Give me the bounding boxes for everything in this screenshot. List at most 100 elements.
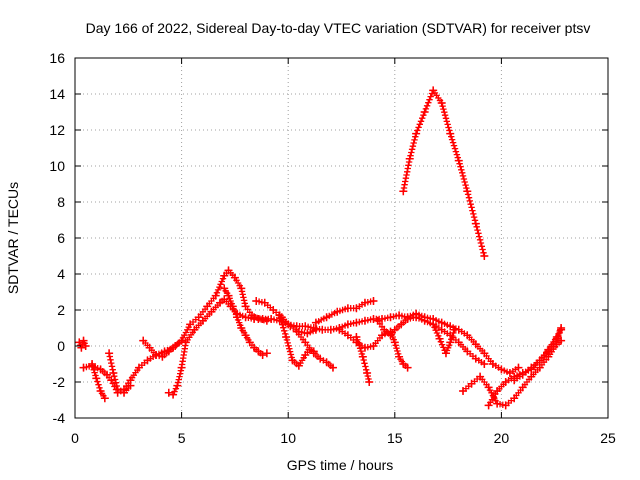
data-point (316, 354, 325, 363)
data-point (395, 352, 404, 361)
data-point (164, 347, 173, 356)
series-arc-13 (335, 325, 412, 372)
data-point (194, 313, 203, 322)
data-point (177, 363, 186, 372)
data-point (557, 325, 566, 334)
data-point (459, 387, 468, 395)
data-point (501, 401, 510, 410)
data-point (390, 325, 399, 334)
data-point (514, 363, 523, 372)
data-point (360, 298, 369, 307)
data-point (292, 327, 301, 336)
data-point (301, 338, 310, 347)
data-point (190, 325, 199, 334)
data-point (96, 365, 105, 374)
grid (75, 58, 608, 418)
data-point (134, 363, 143, 372)
data-point (220, 271, 229, 280)
chart-title: Day 166 of 2022, Sidereal Day-to-day VTE… (86, 20, 591, 36)
series-arc-05 (139, 336, 186, 361)
data-point (386, 331, 395, 340)
data-point (224, 291, 233, 300)
data-point (363, 369, 372, 377)
series-arc-01 (75, 336, 90, 352)
data-point (480, 349, 489, 358)
data-point (527, 363, 536, 372)
data-point (224, 266, 233, 275)
data-point (109, 369, 118, 377)
data-point (282, 333, 291, 341)
data-point (102, 370, 111, 379)
data-point (386, 313, 395, 322)
y-tick-label: -4 (53, 410, 66, 426)
series-arc-03 (88, 360, 109, 403)
data-point (164, 388, 173, 397)
data-point (535, 363, 544, 372)
data-point (77, 343, 86, 352)
data-point (497, 365, 506, 374)
data-point (399, 360, 408, 368)
data-point (463, 187, 472, 196)
series-arc-16 (429, 320, 459, 358)
data-point (267, 315, 276, 323)
data-point (186, 320, 195, 329)
series-arc-04 (105, 349, 135, 397)
data-point (322, 358, 331, 367)
y-tick-label: 0 (57, 338, 65, 354)
data-point (352, 333, 361, 341)
data-point (335, 325, 344, 334)
data-point (480, 252, 489, 260)
data-point (369, 297, 378, 305)
data-point (446, 129, 455, 138)
data-point (75, 338, 84, 347)
data-point (544, 347, 553, 356)
data-point (437, 325, 446, 334)
data-point (241, 313, 250, 322)
data-point (535, 356, 544, 365)
data-point (505, 369, 514, 377)
data-point (322, 313, 331, 322)
data-point (471, 340, 480, 349)
y-tick-label: 14 (49, 86, 65, 102)
data-point (476, 372, 485, 381)
data-point (143, 356, 152, 365)
x-tick-label: 0 (71, 430, 79, 446)
data-point (215, 298, 224, 307)
data-point (120, 388, 129, 397)
data-point (441, 349, 450, 358)
y-axis-title: SDTVAR / TECUs (5, 182, 21, 294)
x-tick-label: 15 (387, 430, 403, 446)
data-point (403, 363, 412, 372)
data-point (484, 401, 493, 410)
data-point (501, 378, 510, 386)
tick-labels: 0 5 10 15 20 25 -4 -2 0 2 4 6 8 10 12 14 16 (49, 50, 616, 446)
data-point (343, 320, 352, 329)
data-point (437, 99, 446, 107)
data-point (480, 360, 489, 368)
data-point (420, 108, 429, 116)
y-tick-label: -2 (53, 374, 66, 390)
data-point (145, 343, 154, 352)
data-point (237, 284, 246, 293)
data-point (92, 374, 101, 383)
data-point (237, 324, 246, 332)
data-point (484, 383, 493, 392)
data-point (378, 331, 387, 340)
data-point (152, 351, 161, 359)
data-point (171, 342, 180, 350)
data-point (88, 360, 97, 368)
data-point (81, 342, 90, 350)
data-point (399, 187, 408, 196)
data-point (139, 336, 148, 345)
data-point (207, 307, 216, 316)
data-point (429, 86, 438, 95)
data-point (241, 331, 250, 340)
data-point (198, 316, 207, 325)
data-point (488, 360, 497, 368)
data-point (275, 311, 284, 320)
data-point (527, 372, 536, 381)
x-tick-label: 5 (178, 430, 186, 446)
data-point (79, 336, 88, 345)
data-point (254, 347, 263, 356)
